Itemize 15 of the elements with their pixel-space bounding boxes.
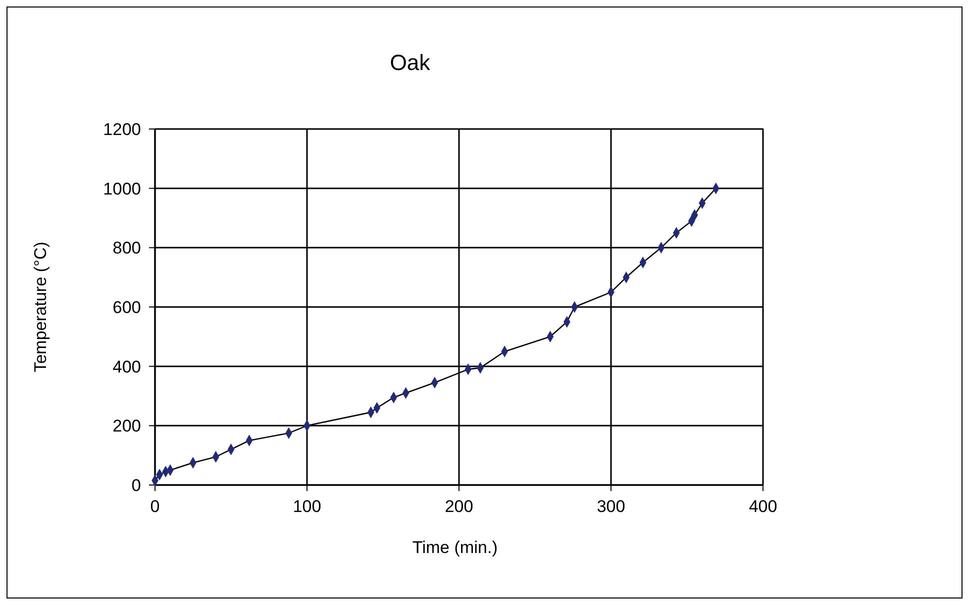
y-tick-label: 200: [112, 416, 141, 436]
y-tick-label: 1200: [103, 120, 141, 139]
y-axis-title: Temperature (°C): [31, 242, 50, 372]
x-tick-label: 0: [150, 497, 160, 516]
y-tick-label: 0: [132, 476, 141, 495]
y-tick-label: 800: [112, 238, 141, 258]
chart-title: Oak: [390, 50, 432, 75]
x-axis-title: Time (min.): [412, 538, 498, 557]
y-tick-label: 1000: [103, 179, 141, 198]
y-tick-label: 600: [112, 298, 141, 317]
y-tick-label: 400: [112, 357, 141, 376]
x-tick-label: 100: [292, 497, 322, 516]
x-tick-label: 400: [748, 497, 778, 516]
x-tick-label: 300: [596, 497, 626, 516]
x-tick-label: 200: [444, 497, 474, 516]
